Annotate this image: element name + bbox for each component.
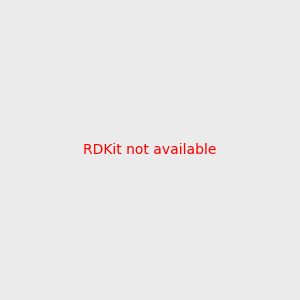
Text: RDKit not available: RDKit not available bbox=[83, 143, 217, 157]
